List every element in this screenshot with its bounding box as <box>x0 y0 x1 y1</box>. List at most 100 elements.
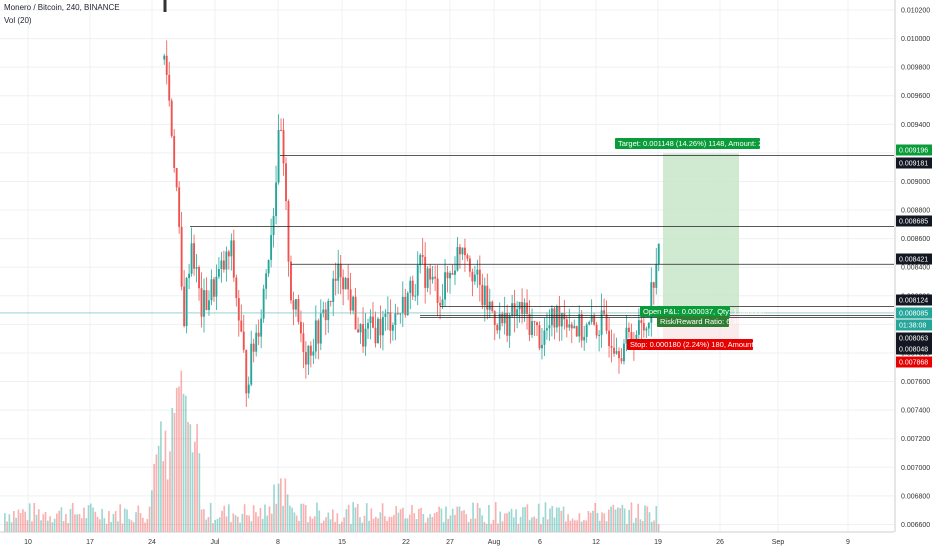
volume-bar <box>65 514 67 532</box>
candle-body <box>267 259 270 274</box>
volume-bar <box>60 507 63 532</box>
candle-body <box>608 330 610 347</box>
symbol-title: Monero / Bitcoin, 240, BINANCE <box>4 3 120 12</box>
candle-body <box>175 168 178 188</box>
candle-body <box>327 300 330 321</box>
volume-bar <box>338 523 341 532</box>
candle-body <box>352 296 355 311</box>
time-tick-label: 6 <box>538 539 542 546</box>
volume-bar <box>483 521 486 532</box>
price-tag <box>896 157 932 169</box>
volume-bar <box>322 520 325 532</box>
volume-bar <box>155 454 158 532</box>
volume-bar <box>277 483 280 532</box>
price-tag-text: 0.008048 <box>899 347 928 354</box>
candle-body <box>255 332 258 352</box>
volume-bar <box>526 504 529 532</box>
candle-body <box>185 278 188 327</box>
candle-body <box>431 276 434 280</box>
candle-body <box>404 296 407 315</box>
volume-bar <box>164 430 167 532</box>
volume-bar <box>544 502 547 532</box>
volume-bars <box>4 370 660 532</box>
candle-body <box>381 317 384 336</box>
volume-bar <box>286 494 289 532</box>
candle-body <box>553 308 556 328</box>
candle-body <box>650 282 653 323</box>
volume-bar <box>650 521 653 532</box>
volume-bar <box>352 502 355 532</box>
price-tag <box>896 319 932 331</box>
price-tick-label: 0.007600 <box>901 379 930 386</box>
candle-body <box>605 314 608 331</box>
risk-reward-label-text: Risk/Reward Ratio: 6.38 <box>660 317 741 326</box>
candle-body <box>598 334 601 336</box>
candle-body <box>324 309 327 321</box>
candle-body <box>401 296 404 314</box>
volume-bar <box>501 521 504 532</box>
volume-bar <box>194 441 196 532</box>
candle-body <box>560 313 563 327</box>
volume-bar <box>302 503 305 532</box>
volume-bar <box>24 511 27 532</box>
candle-body <box>541 344 543 349</box>
volume-bar <box>485 523 488 532</box>
candle-body <box>603 310 606 315</box>
candle-body <box>173 136 176 169</box>
volume-bar <box>205 519 207 532</box>
volume-bar <box>639 519 642 532</box>
volume-bar <box>503 513 506 532</box>
volume-bar <box>399 509 402 532</box>
candle-body <box>550 308 553 326</box>
candle-body <box>523 302 526 315</box>
volume-bar <box>300 503 302 532</box>
volume-bar <box>191 452 194 532</box>
price-tick-label: 0.009000 <box>901 179 930 186</box>
volume-bar <box>182 393 185 532</box>
volume-bar <box>284 478 287 532</box>
volume-bar <box>298 520 300 532</box>
volume-bar <box>232 513 235 532</box>
volume-bar <box>648 512 651 532</box>
time-tick-label: 22 <box>402 539 410 546</box>
volume-bar <box>630 502 633 532</box>
candle-body <box>620 358 623 362</box>
price-tick-label: 0.010200 <box>901 8 930 15</box>
volume-bar <box>393 514 395 532</box>
volume-bar <box>105 523 108 532</box>
candle-body <box>531 321 533 336</box>
candle-body <box>655 263 658 288</box>
volume-bar <box>196 424 198 532</box>
volume-bar <box>436 511 438 532</box>
volume-bar <box>171 407 174 532</box>
candle-body <box>188 273 191 279</box>
volume-bar <box>488 504 490 532</box>
volume-bar <box>187 421 189 532</box>
candle-body <box>396 313 399 315</box>
candle-body <box>588 321 591 325</box>
time-tick-label: 17 <box>86 539 94 546</box>
volume-bar <box>415 519 418 532</box>
volume-bar <box>469 518 472 532</box>
candle-body <box>337 263 340 281</box>
price-tick-label: 0.008400 <box>901 265 930 272</box>
price-tag-text: 0.008124 <box>899 298 928 305</box>
volume-bar <box>4 513 6 532</box>
candle-body <box>302 333 305 352</box>
candle-body <box>222 260 225 270</box>
candle-body <box>178 187 181 227</box>
candle-body <box>593 315 596 325</box>
volume-bar <box>96 516 99 532</box>
volume-bar <box>641 521 644 532</box>
volume-bar <box>429 514 431 532</box>
candle-body <box>165 55 168 75</box>
time-tick-label: 27 <box>446 539 454 546</box>
candle-body <box>580 314 583 341</box>
volume-bar <box>411 504 413 532</box>
volume-bar <box>248 515 250 532</box>
candle-body <box>290 261 292 301</box>
candle-body <box>486 285 489 310</box>
price-axis: 0.010200 0.010000 0.009800 0.009600 0.009400… <box>894 0 932 532</box>
volume-bar <box>236 516 239 532</box>
